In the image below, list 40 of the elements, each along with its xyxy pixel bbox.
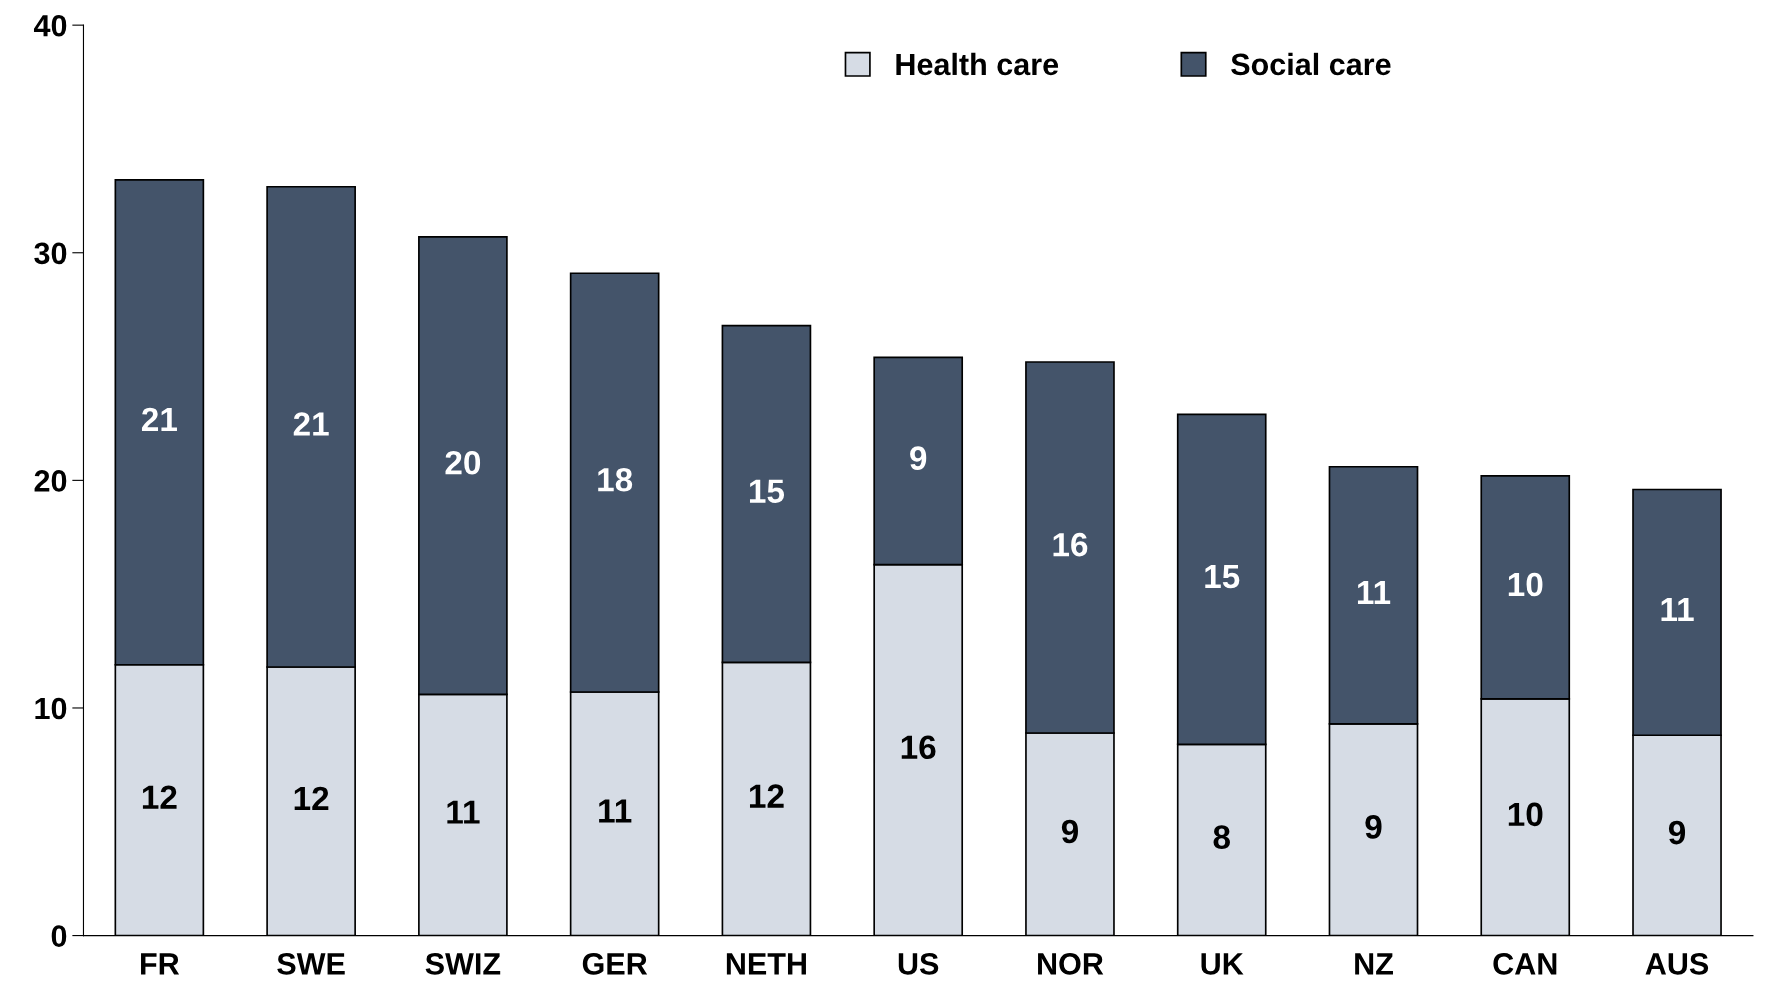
data-label: 16 xyxy=(1053,532,1088,557)
x-tick-label: CAN xyxy=(1493,953,1557,975)
data-label: 20 xyxy=(445,450,481,475)
data-label: 15 xyxy=(749,479,785,503)
x-tick-label: NZ xyxy=(1355,953,1393,975)
data-label: 10 xyxy=(1508,572,1543,597)
data-label: 16 xyxy=(901,735,936,760)
y-tick-label: 10 xyxy=(35,697,67,720)
x-tick-label: FR xyxy=(141,953,180,975)
y-tick-label: 40 xyxy=(33,14,67,37)
data-label: 15 xyxy=(1205,565,1240,589)
data-label: 18 xyxy=(598,467,633,492)
data-label: 10 xyxy=(1508,802,1543,827)
x-tick-label: UK xyxy=(1201,953,1244,975)
y-tick-label: 0 xyxy=(51,925,67,947)
data-label: 8 xyxy=(1213,825,1230,849)
data-label: 11 xyxy=(447,800,480,824)
data-label: 9 xyxy=(1668,820,1686,845)
x-tick-label: SWIZ xyxy=(425,953,501,975)
data-label: 9 xyxy=(910,446,927,470)
x-tick-label: US xyxy=(898,953,939,975)
legend-label: Social care xyxy=(1231,52,1391,76)
data-label: 12 xyxy=(142,785,177,809)
x-tick-label: NETH xyxy=(726,953,806,975)
x-tick-label: NOR xyxy=(1038,953,1104,975)
y-tick-label: 20 xyxy=(34,470,67,492)
x-tick-label: GER xyxy=(582,953,648,975)
x-tick-label: SWE xyxy=(277,953,345,975)
data-label: 9 xyxy=(1365,815,1382,839)
data-label: 12 xyxy=(294,786,329,810)
x-tick-label: AUS xyxy=(1645,953,1709,975)
data-label: 11 xyxy=(1357,580,1391,604)
data-label: 21 xyxy=(293,412,329,436)
legend-label: Health care xyxy=(896,52,1059,76)
data-label: 21 xyxy=(141,407,177,431)
data-label: 11 xyxy=(599,799,632,823)
data-label: 9 xyxy=(1061,819,1078,844)
y-tick-label: 30 xyxy=(34,242,67,265)
data-label: 12 xyxy=(749,784,784,808)
data-label: 11 xyxy=(1661,598,1694,621)
